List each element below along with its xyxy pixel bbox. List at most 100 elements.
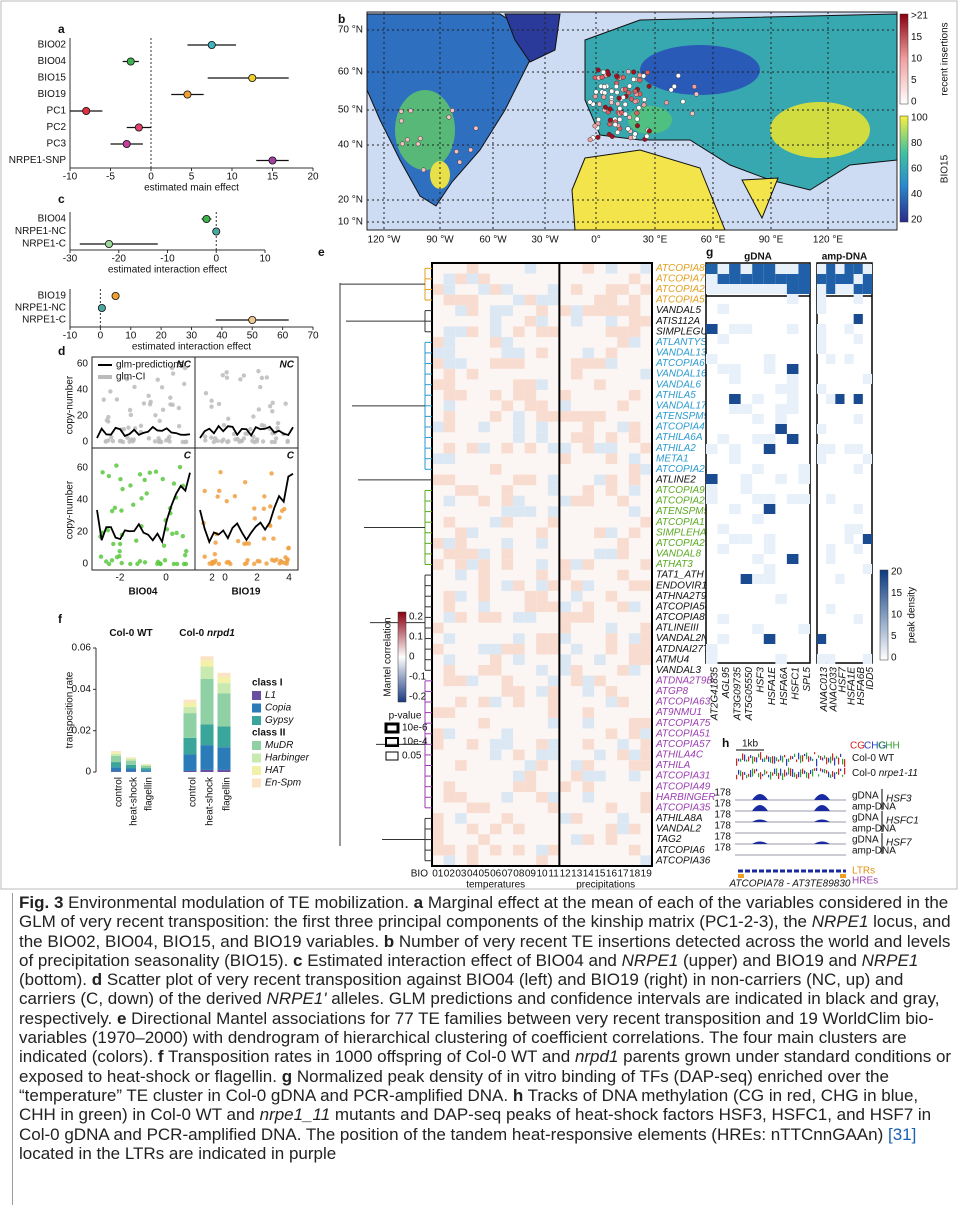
- heatmap-cell: [513, 633, 525, 644]
- heatmap-cell: [490, 464, 502, 475]
- dap-cell: [798, 284, 810, 294]
- methylation-bar: [800, 755, 801, 763]
- row-label: VANDAL8: [656, 549, 701, 560]
- heatmap-cell: [501, 792, 513, 803]
- heatmap-cell: [432, 644, 444, 655]
- row-label: ATCOPIA35: [655, 802, 711, 813]
- methylation-bar: [800, 769, 801, 777]
- dap-cell: [863, 534, 872, 544]
- point: [282, 507, 286, 511]
- heatmap-cell: [467, 305, 479, 316]
- point: [111, 542, 115, 546]
- heatmap-cell: [432, 739, 444, 750]
- dap-cell: [752, 514, 764, 524]
- point: [277, 515, 281, 519]
- methylation-bar: [832, 753, 833, 760]
- heatmap-cell: [606, 527, 618, 538]
- dap-cell: [863, 654, 872, 664]
- y-tick-label: BIO15: [38, 73, 67, 84]
- point: [283, 402, 287, 406]
- track-label-text: Col-0: [852, 768, 876, 779]
- heatmap-cell: [536, 633, 548, 644]
- point: [257, 559, 261, 563]
- heatmap-cell: [490, 411, 502, 422]
- dap-cell: [817, 454, 826, 464]
- methylation-bar: [780, 755, 781, 760]
- methylation-bar: [762, 774, 763, 776]
- heatmap-cell: [629, 750, 641, 761]
- lon-label: 120 °W: [368, 235, 401, 246]
- methylation-bar: [826, 770, 827, 773]
- heatmap-cell: [467, 845, 479, 856]
- heatmap-cell: [606, 633, 618, 644]
- sample-dot: [603, 105, 608, 110]
- heatmap-cell: [594, 379, 606, 390]
- heatmap-cell: [478, 834, 490, 845]
- y-axis-label: copy-number: [65, 480, 76, 539]
- dap-cell: [729, 404, 741, 414]
- colorbar-label: -0.1: [409, 672, 427, 683]
- column-label: 06: [490, 869, 502, 880]
- methylation-bar: [738, 770, 739, 775]
- methylation-bar: [818, 774, 819, 776]
- panel-label: e: [318, 245, 325, 259]
- point: [183, 553, 187, 557]
- peak: [814, 805, 830, 811]
- row-label: ATCOPIA2: [655, 496, 705, 507]
- group-label-text: Col-0 WT: [109, 628, 152, 639]
- heatmap-cell: [629, 580, 641, 591]
- point: [121, 440, 125, 444]
- methylation-bar: [810, 757, 811, 761]
- x-tick-label: 20: [156, 331, 168, 342]
- dap-cell: [854, 524, 863, 534]
- caption-italic: nrpd1: [575, 1047, 618, 1066]
- track-max: 178: [714, 843, 731, 854]
- caption-plain: (upper) and BIO19 and: [678, 951, 861, 970]
- dap-cell: [826, 284, 835, 294]
- methylation-bar: [764, 758, 765, 762]
- heatmap-cell: [501, 644, 513, 655]
- point: [257, 407, 261, 411]
- x-tick-label: 10: [226, 172, 238, 183]
- methylation-bar: [826, 757, 827, 764]
- dap-cell: [817, 424, 826, 434]
- bar-segment: [201, 667, 214, 679]
- heatmap-cell: [501, 443, 513, 454]
- heatmap-cell: [478, 443, 490, 454]
- heatmap-cell: [525, 475, 537, 486]
- ltr: [738, 874, 744, 878]
- dap-cell: [718, 284, 730, 294]
- point: [261, 439, 265, 443]
- sample-dot: [602, 85, 607, 90]
- point: [203, 438, 207, 442]
- heatmap-cell: [501, 538, 513, 549]
- caption-plain: located in the LTRs are indicated in pur…: [19, 1144, 336, 1163]
- lon-label: 90 °W: [426, 235, 454, 246]
- heatmap-cell: [583, 348, 595, 359]
- heatmap-cell: [583, 771, 595, 782]
- heatmap-cell: [594, 549, 606, 560]
- heatmap-cell: [606, 305, 618, 316]
- column-title: BIO: [411, 869, 428, 880]
- heatmap-cell: [501, 559, 513, 570]
- x-tick-label: -5: [106, 172, 115, 183]
- heatmap-cell: [629, 845, 641, 856]
- dap-cell: [863, 564, 872, 574]
- heatmap-cell: [513, 475, 525, 486]
- bar-segment: [218, 747, 231, 770]
- point: [156, 377, 160, 381]
- y-tick-label: 0: [82, 437, 88, 448]
- sample-dot: [621, 95, 626, 100]
- sample-dot: [647, 84, 652, 89]
- legend-label: glm-predictions: [116, 360, 184, 371]
- bar-segment: [126, 757, 136, 758]
- methylation-bar: [842, 775, 843, 777]
- methylation-bar: [840, 769, 841, 771]
- sample-dot: [618, 106, 623, 111]
- heatmap-cell: [525, 316, 537, 327]
- caption-link[interactable]: [31]: [888, 1125, 916, 1144]
- heatmap-cell: [536, 644, 548, 655]
- sample-dot: [421, 168, 425, 172]
- point: [258, 385, 262, 389]
- point: [224, 370, 228, 374]
